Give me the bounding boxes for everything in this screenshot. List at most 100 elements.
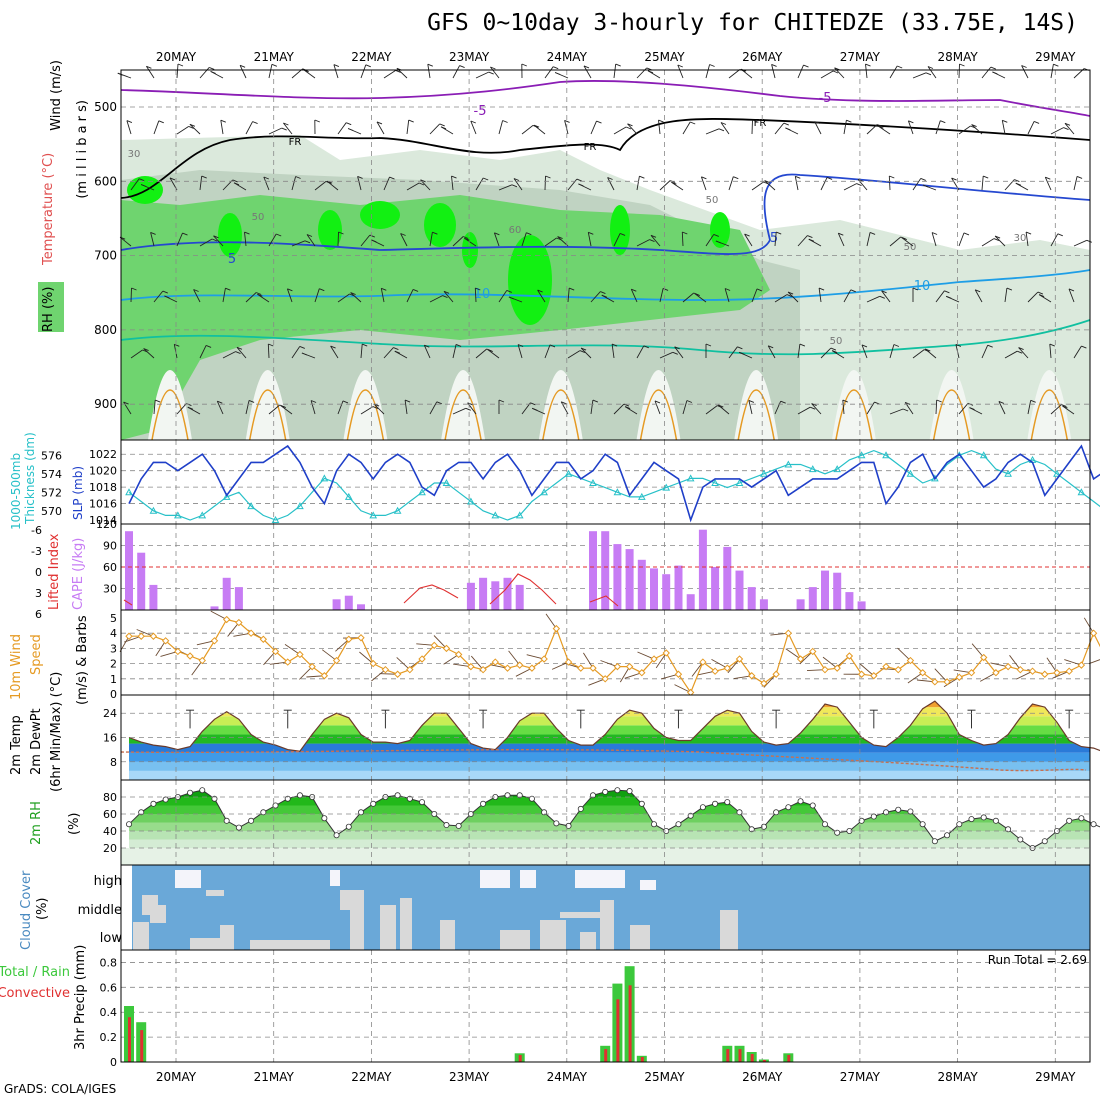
contour-label: 10 — [914, 279, 931, 294]
wind-barb-flag — [889, 175, 895, 179]
wind-barb — [263, 176, 270, 191]
wind-barb-flag — [131, 287, 137, 291]
wind-barb-flag — [931, 232, 938, 235]
wind-barb-flag — [210, 70, 216, 74]
wind-barb-flag — [549, 344, 556, 348]
wind-barb-10m — [934, 668, 948, 683]
rh-marker — [944, 832, 951, 839]
wind-barb-10m — [321, 649, 337, 661]
thickness-marker — [906, 469, 915, 477]
upper-ylabel-wind: Wind (m/s) — [49, 60, 64, 131]
cloud-high — [330, 870, 340, 886]
wind-barb-flag — [856, 183, 862, 187]
wind-barb-flag — [901, 237, 907, 241]
cape-bar — [149, 584, 158, 610]
wind-speed-marker — [870, 672, 878, 680]
wind-speed-marker — [491, 658, 500, 666]
precip-tick: 0.8 — [100, 956, 118, 969]
wind-barb — [314, 181, 327, 191]
wind-barb-flag — [526, 232, 532, 236]
rh-field-dry-tongue — [343, 370, 388, 440]
wind-speed-marker — [955, 673, 963, 681]
wind-barb — [994, 235, 1006, 247]
wind-barb — [925, 348, 937, 359]
wind-barb-10m — [124, 635, 142, 643]
wind-barb-10m — [799, 651, 814, 665]
cloud-level-label: low — [100, 931, 123, 946]
wind-speed-marker — [271, 647, 280, 656]
rh-marker — [223, 817, 230, 824]
wind-barb-flag — [177, 63, 184, 67]
wind-barb-flag — [280, 405, 286, 409]
wind-speed-marker — [992, 669, 1000, 677]
wind-barb-flag — [631, 288, 637, 292]
thickness-marker — [882, 451, 890, 459]
rh-band — [129, 831, 1090, 840]
wind-barb — [303, 69, 316, 79]
wind-barb — [146, 66, 155, 79]
wind-barb — [794, 176, 799, 191]
wind-barb-flag — [1045, 176, 1051, 180]
wind-barb-flag — [235, 351, 241, 355]
precip-convective-bar — [726, 1049, 730, 1062]
temp-tick: 16 — [103, 732, 117, 745]
wind-barb — [493, 232, 500, 247]
wind-barb — [452, 344, 457, 359]
thickness-marker — [735, 478, 744, 486]
cloud-high — [480, 870, 510, 888]
contour-label: 30 — [128, 149, 141, 160]
rh-marker — [907, 808, 914, 815]
wind-barb-flag — [314, 119, 320, 123]
rh-ylabel-a: 2m RH — [29, 801, 44, 845]
rh-marker — [419, 799, 426, 806]
wind-barb-flag — [123, 401, 129, 405]
cape-bar — [821, 570, 829, 610]
wind-barb-flag — [955, 343, 962, 347]
wind-barb-flag — [561, 401, 567, 405]
date-label-bottom: 25MAY — [644, 1070, 685, 1084]
wind-speed-marker — [1041, 670, 1049, 678]
wind-barb-flag — [150, 231, 156, 235]
wind-barb — [671, 181, 684, 191]
rh-marker — [785, 804, 792, 811]
rh-marker — [638, 800, 645, 807]
date-label-top: 28MAY — [937, 50, 978, 64]
date-label-top: 21MAY — [254, 50, 295, 64]
wind-speed-marker — [454, 650, 463, 659]
cloud-low — [600, 900, 614, 950]
wind-barb-10m — [655, 652, 667, 669]
grads-credit: GrADS: COLA/IGES — [4, 1082, 117, 1096]
rh-field-dry-tongue — [636, 370, 681, 440]
wind-barb — [658, 120, 661, 135]
wind-barb-flag — [281, 127, 287, 131]
wind-barb — [881, 290, 891, 303]
wind-barb — [1073, 176, 1078, 191]
wind-barb-flag — [248, 399, 255, 403]
wind-speed-marker — [393, 670, 402, 678]
wind-barb-flag — [920, 177, 926, 181]
wind-barb — [429, 232, 433, 247]
wind-barb — [751, 288, 758, 303]
wind-barb-flag — [263, 176, 269, 180]
rh-field-bright — [508, 235, 552, 325]
slp-ylabel: SLP (mb) — [71, 466, 85, 520]
rh-field-bright — [424, 203, 456, 247]
wind-tick: 5 — [110, 612, 117, 625]
wind-barb-flag — [625, 126, 632, 130]
upper-ylabel-temp: Temperature (°C) — [41, 153, 56, 266]
wind-barb-flag — [814, 121, 820, 124]
rh-legend-swatch — [38, 282, 64, 332]
cape-bar — [723, 546, 732, 610]
rh-marker — [870, 813, 877, 820]
cape-bar — [210, 606, 219, 610]
wind-barb — [291, 176, 297, 191]
wind-barb-10m — [897, 647, 911, 661]
wind-barb-flag — [861, 344, 868, 348]
wind-barb — [498, 120, 504, 135]
wind-barb — [907, 120, 914, 135]
wind-speed-marker — [906, 656, 915, 665]
cape-ylabel: CAPE (J/kg) — [71, 538, 86, 610]
wind-barb-flag — [658, 119, 664, 123]
wind-barb-10m — [284, 644, 301, 655]
wind-barb — [636, 345, 645, 359]
